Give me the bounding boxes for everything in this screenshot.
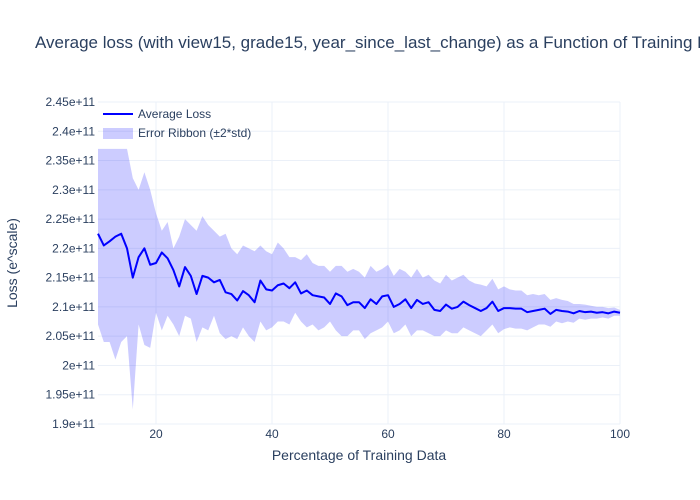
average-loss-layer	[97, 232, 621, 315]
y-tick-label: 2.3e+11	[52, 183, 95, 197]
y-tick-label: 2.15e+11	[46, 271, 96, 285]
y-tick-label: 2.1e+11	[52, 300, 95, 314]
plot-area	[98, 102, 620, 424]
x-tick-label: 20	[149, 427, 163, 441]
y-tick-label: 2.05e+11	[46, 329, 96, 343]
legend-label-average-loss[interactable]: Average Loss	[138, 107, 211, 121]
y-axis-title: Loss (e^scale)	[4, 218, 20, 308]
chart-title: Average loss (with view15, grade15, year…	[35, 33, 700, 52]
x-tick-label: 60	[381, 427, 395, 441]
y-tick-label: 2.35e+11	[46, 154, 96, 168]
x-tick-label: 100	[610, 427, 630, 441]
error-ribbon	[98, 148, 620, 410]
y-tick-label: 1.9e+11	[52, 417, 95, 431]
grid-lines	[98, 101, 621, 425]
x-tick-label: 80	[497, 427, 511, 441]
error-ribbon-layer	[98, 148, 620, 410]
y-tick-label: 2.4e+11	[52, 124, 95, 138]
legend-label-error-ribbon[interactable]: Error Ribbon (±2*std)	[138, 126, 251, 140]
legend[interactable]: Average Loss Error Ribbon (±2*std)	[103, 107, 251, 140]
x-tick-label: 40	[265, 427, 279, 441]
x-axis-ticks: 20 40 60 80 100	[149, 427, 630, 441]
y-tick-label: 2.2e+11	[52, 241, 95, 255]
y-axis-ticks: 1.9e+11 1.95e+11 2e+11 2.05e+11 2.1e+11 2.15e…	[46, 95, 96, 431]
average-loss-line	[97, 232, 621, 315]
x-axis-title: Percentage of Training Data	[272, 447, 447, 463]
y-tick-label: 2e+11	[62, 358, 95, 372]
legend-ribbon-swatch	[103, 128, 133, 139]
y-tick-label: 2.45e+11	[46, 95, 96, 109]
y-tick-label: 1.95e+11	[46, 388, 96, 402]
y-tick-label: 2.25e+11	[46, 212, 96, 226]
